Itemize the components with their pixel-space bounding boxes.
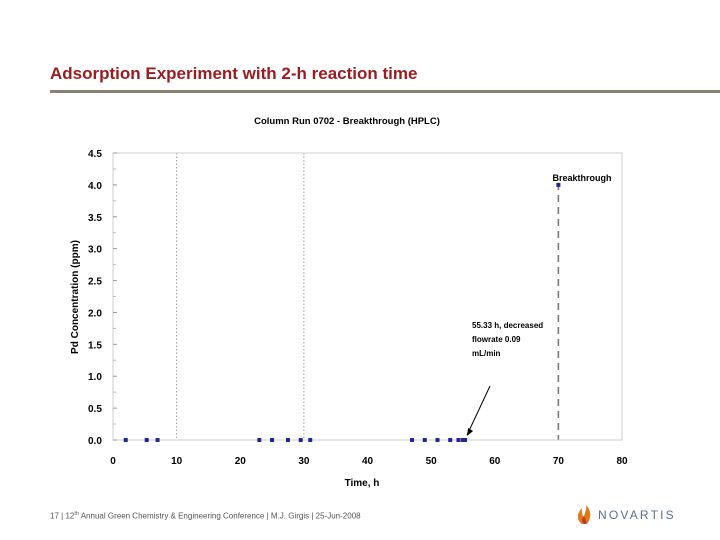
data-point bbox=[422, 438, 427, 442]
flowrate-line-1: 55.33 h, decreased bbox=[472, 321, 543, 330]
footer-ordinal-number: 12 bbox=[65, 511, 75, 521]
data-point bbox=[556, 182, 561, 187]
y-tick-label: 4.0 bbox=[88, 181, 102, 192]
logo-wordmark: NOVARTIS bbox=[598, 508, 676, 522]
data-point bbox=[155, 438, 160, 442]
x-tick-label: 50 bbox=[426, 456, 438, 467]
data-point bbox=[463, 438, 468, 442]
y-tick-label: 2.0 bbox=[88, 308, 102, 319]
data-point bbox=[410, 438, 415, 442]
plot-area bbox=[112, 152, 623, 441]
flowrate-annotation: 55.33 h, decreased flowrate 0.09 mL/min bbox=[472, 321, 543, 358]
data-point bbox=[123, 438, 128, 442]
y-tick-label: 0.5 bbox=[88, 404, 102, 415]
footer-conference: Annual Green Chemistry & Engineering Con… bbox=[78, 511, 265, 521]
footer: 17 | 12th Annual Green Chemistry & Engin… bbox=[50, 511, 361, 521]
data-point bbox=[257, 438, 262, 442]
footer-date: 25-Jun-2008 bbox=[315, 511, 361, 521]
footer-page: 17 bbox=[50, 511, 59, 521]
flowrate-line-3: mL/min bbox=[472, 349, 501, 358]
y-axis-label: Pd Concentration (ppm) bbox=[70, 240, 81, 354]
x-tick-label: 10 bbox=[171, 456, 183, 467]
chart-title: Column Run 0702 - Breakthrough (HPLC) bbox=[254, 116, 440, 127]
data-point bbox=[448, 438, 453, 442]
flowrate-line-2: flowrate 0.09 bbox=[472, 335, 521, 344]
y-tick-label: 1.5 bbox=[88, 340, 102, 351]
novartis-logo: NOVARTIS bbox=[574, 503, 684, 527]
footer-sep-3: | bbox=[309, 511, 316, 521]
data-point bbox=[285, 438, 290, 442]
slide-title: Adsorption Experiment with 2-h reaction … bbox=[50, 64, 418, 83]
y-tick-label: 4.5 bbox=[88, 149, 102, 160]
y-tick-label: 1.0 bbox=[88, 372, 102, 383]
footer-author: M.J. Girgis bbox=[270, 511, 310, 521]
y-tick-label: 0.0 bbox=[88, 436, 102, 447]
footer-sep-1: | bbox=[58, 511, 66, 521]
flowrate-arrow-line bbox=[466, 385, 491, 436]
data-point bbox=[460, 438, 465, 442]
y-tick-label: 2.5 bbox=[88, 277, 102, 288]
x-tick-label: 70 bbox=[553, 456, 565, 467]
data-point bbox=[270, 438, 275, 442]
title-divider bbox=[50, 90, 720, 93]
data-point bbox=[456, 438, 461, 442]
breakthrough-annotation: Breakthrough bbox=[552, 173, 611, 183]
x-tick-label: 20 bbox=[235, 456, 247, 467]
x-tick-label: 60 bbox=[489, 456, 501, 467]
x-tick-label: 80 bbox=[616, 456, 628, 467]
y-tick-label: 3.5 bbox=[88, 213, 102, 224]
footer-sep-2: | bbox=[264, 511, 271, 521]
flame-icon bbox=[577, 505, 591, 524]
x-tick-label: 30 bbox=[298, 456, 310, 467]
data-point bbox=[144, 438, 149, 442]
x-tick-label: 40 bbox=[362, 456, 374, 467]
data-point bbox=[435, 438, 440, 442]
y-tick-label: 3.0 bbox=[88, 245, 102, 256]
footer-ordinal-suffix: th bbox=[74, 511, 79, 517]
data-point bbox=[298, 438, 303, 442]
flowrate-arrow-head bbox=[467, 428, 474, 436]
x-axis-label: Time, h bbox=[345, 478, 380, 489]
data-point bbox=[308, 438, 313, 442]
x-tick-label: 0 bbox=[110, 456, 116, 467]
